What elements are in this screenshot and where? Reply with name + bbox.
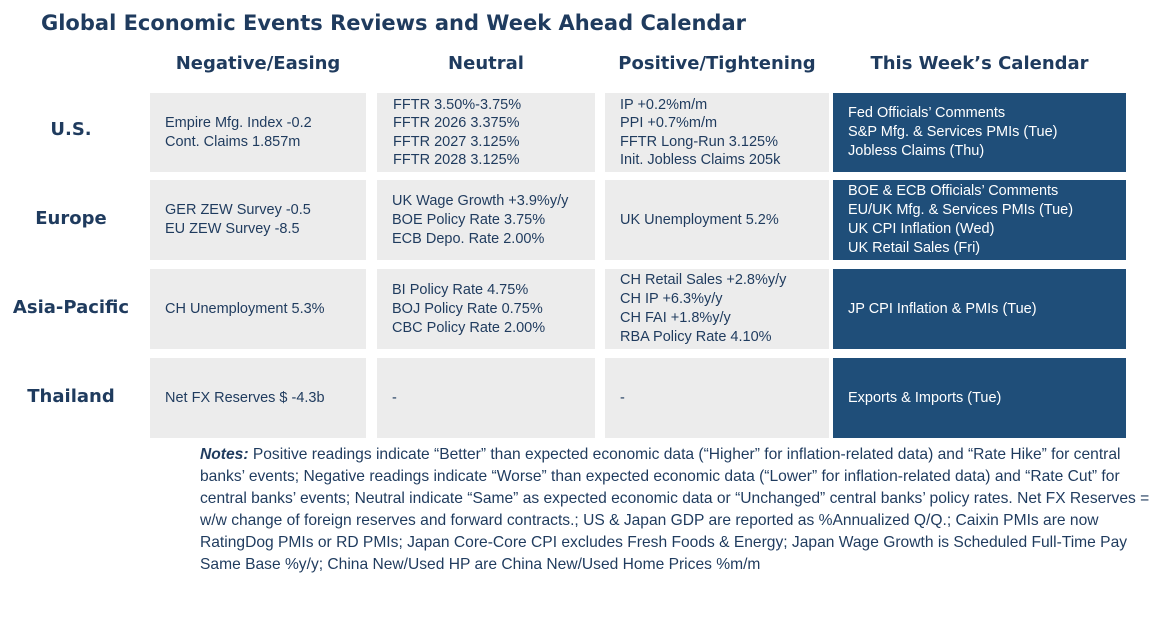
calendar-item: Jobless Claims (Thu) — [848, 143, 985, 159]
column-header-neutral: Neutral — [448, 53, 524, 74]
event-item: FFTR 2028 3.125% — [393, 152, 520, 168]
region-thailand: Thailand — [27, 386, 115, 407]
event-item: FFTR 3.50%-3.75% — [393, 96, 522, 113]
notes-label: Notes: — [200, 446, 249, 463]
event-item: UK Wage Growth +3.9%y/y — [392, 192, 569, 209]
asia-negative-cell: CH Unemployment 5.3% — [150, 269, 366, 349]
calendar-item: UK CPI Inflation (Wed) — [848, 221, 995, 237]
notes-text: Positive readings indicate “Better” than… — [200, 446, 1150, 573]
event-item: BOE Policy Rate 3.75% — [392, 211, 546, 228]
event-item: RBA Policy Rate 4.10% — [620, 329, 772, 345]
event-item: CH IP +6.3%y/y — [620, 291, 723, 307]
event-item: Net FX Reserves $ -4.3b — [165, 389, 325, 406]
us-calendar-cell: Fed Officials’ Comments S&P Mfg. & Servi… — [833, 93, 1126, 172]
column-header-positive: Positive/Tightening — [618, 53, 816, 74]
event-item: - — [392, 389, 397, 406]
event-item: PPI +0.7%m/m — [620, 115, 718, 131]
calendar-item: EU/UK Mfg. & Services PMIs (Tue) — [848, 202, 1074, 218]
event-item: BOJ Policy Rate 0.75% — [392, 300, 543, 317]
calendar-item: Exports & Imports (Tue) — [848, 389, 1002, 406]
us-negative-cell: Empire Mfg. Index -0.2 Cont. Claims 1.85… — [150, 93, 366, 172]
event-item: Cont. Claims 1.857m — [165, 133, 301, 150]
europe-negative-cell: GER ZEW Survey -0.5 EU ZEW Survey -8.5 — [150, 180, 366, 260]
calendar-item: UK Retail Sales (Fri) — [848, 240, 981, 256]
region-asia-pacific: Asia-Pacific — [12, 297, 130, 318]
event-item: FFTR 2026 3.375% — [393, 115, 520, 131]
event-item: CH Unemployment 5.3% — [165, 300, 325, 317]
europe-positive-cell: UK Unemployment 5.2% — [605, 180, 829, 260]
asia-calendar-cell: JP CPI Inflation & PMIs (Tue) — [833, 269, 1126, 349]
thailand-negative-cell: Net FX Reserves $ -4.3b — [150, 358, 366, 438]
event-item: ECB Depo. Rate 2.00% — [392, 230, 545, 247]
event-item: IP +0.2%m/m — [620, 96, 708, 113]
us-neutral-cell: FFTR 3.50%-3.75% FFTR 2026 3.375% FFTR 2… — [377, 93, 595, 172]
column-header-negative: Negative/Easing — [175, 53, 341, 74]
calendar-item: Fed Officials’ Comments — [848, 105, 1006, 121]
event-item: BI Policy Rate 4.75% — [392, 281, 529, 298]
event-item: - — [620, 389, 625, 406]
event-item: FFTR Long-Run 3.125% — [620, 133, 778, 150]
asia-positive-cell: CH Retail Sales +2.8%y/y CH IP +6.3%y/y … — [605, 269, 829, 349]
thailand-calendar-cell: Exports & Imports (Tue) — [833, 358, 1126, 438]
page-title: Global Economic Events Reviews and Week … — [41, 11, 746, 35]
thailand-neutral-cell: - — [377, 358, 595, 438]
column-header-calendar: This Week’s Calendar — [870, 53, 1089, 74]
europe-neutral-cell: UK Wage Growth +3.9%y/y BOE Policy Rate … — [377, 180, 595, 260]
event-item: CH FAI +1.8%y/y — [620, 310, 731, 326]
event-item: UK Unemployment 5.2% — [620, 211, 779, 228]
event-item: CH Retail Sales +2.8%y/y — [620, 272, 787, 288]
event-item: FFTR 2027 3.125% — [393, 133, 520, 150]
calendar-item: BOE & ECB Officials’ Comments — [848, 183, 1059, 199]
thailand-positive-cell: - — [605, 358, 829, 438]
us-positive-cell: IP +0.2%m/m PPI +0.7%m/m FFTR Long-Run 3… — [605, 93, 829, 172]
event-item: Empire Mfg. Index -0.2 — [165, 114, 312, 131]
europe-calendar-cell: BOE & ECB Officials’ Comments EU/UK Mfg.… — [833, 180, 1126, 260]
region-us: U.S. — [50, 119, 92, 140]
event-item: GER ZEW Survey -0.5 — [165, 202, 311, 218]
event-item: Init. Jobless Claims 205k — [620, 152, 781, 168]
calendar-item: S&P Mfg. & Services PMIs (Tue) — [848, 124, 1058, 140]
event-item: EU ZEW Survey -8.5 — [165, 221, 300, 237]
event-item: CBC Policy Rate 2.00% — [392, 319, 546, 336]
notes: Notes: Positive readings indicate “Bette… — [200, 444, 1160, 576]
calendar-item: JP CPI Inflation & PMIs (Tue) — [848, 300, 1037, 317]
region-europe: Europe — [35, 208, 107, 229]
asia-neutral-cell: BI Policy Rate 4.75% BOJ Policy Rate 0.7… — [377, 269, 595, 349]
